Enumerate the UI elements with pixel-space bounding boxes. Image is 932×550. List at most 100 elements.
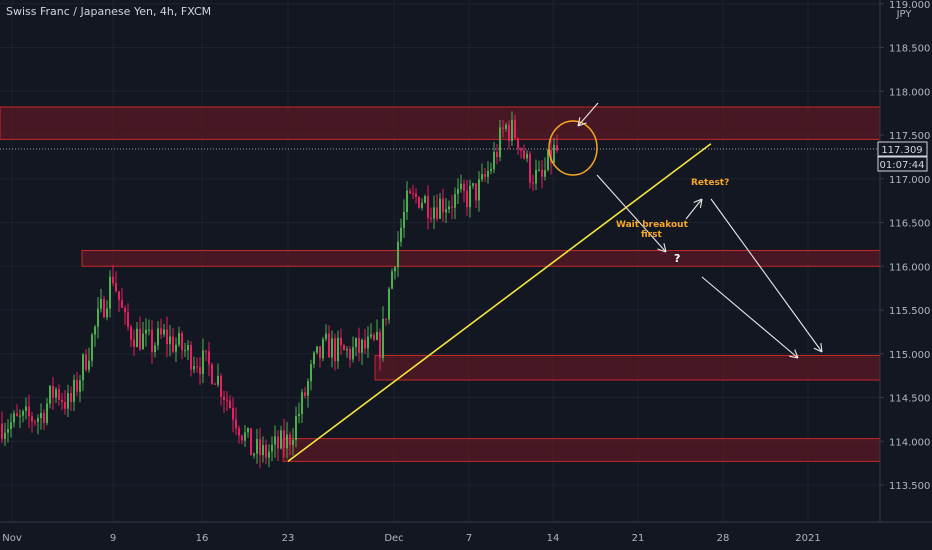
candle-body bbox=[538, 169, 540, 171]
candle-body bbox=[436, 207, 438, 219]
candle-body bbox=[55, 389, 57, 398]
arrow-target-right-head-a bbox=[813, 347, 823, 353]
candle-body bbox=[475, 183, 477, 201]
candle-body bbox=[25, 406, 27, 412]
candle-body bbox=[79, 380, 81, 392]
candle-body bbox=[241, 435, 243, 441]
candle-body bbox=[244, 432, 246, 441]
candle-body bbox=[382, 318, 384, 359]
x-tick-label: 23 bbox=[282, 533, 295, 544]
candle-body bbox=[349, 348, 351, 360]
candle-body bbox=[211, 364, 213, 384]
candle-body bbox=[361, 339, 363, 353]
candle-body bbox=[391, 271, 393, 289]
candle-body bbox=[535, 169, 537, 184]
question-mark: ? bbox=[674, 252, 680, 265]
candle-body bbox=[409, 190, 411, 194]
candle-body bbox=[253, 453, 255, 456]
candles bbox=[1, 111, 558, 468]
candle-body bbox=[175, 344, 177, 352]
candle-body bbox=[469, 185, 471, 208]
candle-body bbox=[112, 276, 114, 284]
candle-body bbox=[457, 189, 459, 195]
candle-body bbox=[37, 418, 39, 422]
candle-body bbox=[355, 338, 357, 348]
candle-body bbox=[283, 430, 285, 449]
candle-body bbox=[313, 352, 315, 365]
candle-body bbox=[19, 415, 21, 417]
candle-body bbox=[220, 375, 222, 397]
candle-body bbox=[160, 328, 162, 335]
candle-body bbox=[22, 411, 24, 416]
wait-breakout-note: Wait breakout bbox=[616, 220, 689, 230]
arrow-target-right-head-b bbox=[820, 343, 823, 353]
candle-body bbox=[271, 444, 273, 452]
zone-rect bbox=[282, 438, 881, 462]
currency-label: JPY bbox=[896, 9, 913, 20]
candle-body bbox=[133, 339, 135, 347]
candle-body bbox=[223, 396, 225, 400]
candle-body bbox=[49, 385, 51, 404]
candle-body bbox=[520, 148, 522, 151]
candle-body bbox=[100, 298, 102, 309]
y-tick-label: 116.500 bbox=[889, 219, 930, 230]
x-tick-label: Nov bbox=[2, 533, 22, 544]
candle-body bbox=[226, 399, 228, 401]
candle-body bbox=[526, 153, 528, 159]
x-tick-label: 14 bbox=[547, 533, 560, 544]
x-tick-label: Dec bbox=[384, 533, 403, 544]
candle-body bbox=[82, 354, 84, 381]
y-tick-label: 115.000 bbox=[889, 350, 930, 361]
candle-body bbox=[61, 399, 63, 403]
candle-body bbox=[541, 169, 543, 177]
candle-body bbox=[109, 276, 111, 309]
candle-body bbox=[103, 298, 105, 318]
arrow-breakout-down-head-a bbox=[657, 248, 667, 253]
candle-body bbox=[547, 149, 549, 171]
candle-body bbox=[307, 381, 309, 396]
candle-body bbox=[85, 354, 87, 370]
candle-body bbox=[394, 267, 396, 272]
candle-body bbox=[460, 183, 462, 190]
y-tick-label: 116.000 bbox=[889, 262, 930, 273]
candle-body bbox=[166, 329, 168, 345]
time-axis[interactable]: Nov 9 16 23 Dec 7 14 21 28 2021 bbox=[2, 533, 820, 544]
candle-body bbox=[511, 119, 513, 141]
candle-body bbox=[16, 413, 18, 416]
y-tick-label: 114.500 bbox=[889, 394, 930, 405]
candle-body bbox=[265, 445, 267, 458]
candle-body bbox=[199, 367, 201, 375]
candle-body bbox=[202, 350, 204, 375]
candle-body bbox=[493, 152, 495, 170]
candle-body bbox=[304, 392, 306, 396]
candle-body bbox=[352, 347, 354, 360]
y-tick-label: 115.500 bbox=[889, 306, 930, 317]
candle-body bbox=[508, 124, 510, 141]
candle-body bbox=[70, 393, 72, 402]
candle-body bbox=[154, 345, 156, 353]
candle-body bbox=[91, 334, 93, 361]
candle-body bbox=[403, 212, 405, 228]
price-axis[interactable]: 113.500 114.000 114.500 115.000 115.500 116.0… bbox=[880, 0, 930, 492]
candle-body bbox=[124, 307, 126, 313]
x-tick-label: 28 bbox=[717, 533, 730, 544]
candle-body bbox=[496, 152, 498, 158]
candle-body bbox=[7, 428, 9, 433]
candle-body bbox=[58, 389, 60, 400]
candle-body bbox=[151, 329, 153, 353]
candle-body bbox=[424, 196, 426, 203]
drawing-overlays bbox=[0, 102, 880, 463]
candle-body bbox=[10, 422, 12, 429]
y-tick-label: 114.000 bbox=[889, 437, 930, 448]
candle-body bbox=[484, 174, 486, 177]
y-tick-label: 113.500 bbox=[889, 481, 930, 492]
candle-body bbox=[43, 412, 45, 423]
candle-body bbox=[40, 412, 42, 419]
candle-body bbox=[88, 360, 90, 370]
candle-body bbox=[532, 182, 534, 184]
candle-body bbox=[130, 327, 132, 340]
candle-body bbox=[517, 138, 519, 149]
candle-body bbox=[415, 193, 417, 197]
candle-body bbox=[139, 328, 141, 350]
